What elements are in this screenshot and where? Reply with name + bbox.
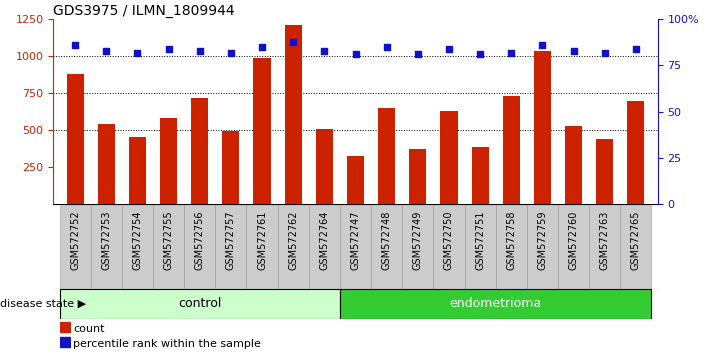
Text: GSM572762: GSM572762 bbox=[288, 210, 298, 270]
Text: GDS3975 / ILMN_1809944: GDS3975 / ILMN_1809944 bbox=[53, 5, 235, 18]
Text: GSM572763: GSM572763 bbox=[599, 210, 610, 270]
Bar bbox=[91, 204, 122, 289]
Bar bbox=[534, 51, 551, 204]
Point bbox=[350, 52, 361, 57]
Bar bbox=[371, 204, 402, 289]
Point bbox=[599, 50, 611, 56]
Text: control: control bbox=[178, 297, 221, 310]
Bar bbox=[60, 337, 71, 348]
Point bbox=[381, 44, 392, 50]
Text: GSM572748: GSM572748 bbox=[382, 210, 392, 270]
Point bbox=[100, 48, 112, 53]
Bar bbox=[129, 137, 146, 204]
Bar bbox=[67, 74, 84, 204]
Point bbox=[506, 50, 517, 56]
Bar bbox=[153, 204, 184, 289]
Bar bbox=[434, 204, 464, 289]
Text: GSM572752: GSM572752 bbox=[70, 210, 80, 270]
Bar bbox=[402, 204, 434, 289]
Text: GSM572751: GSM572751 bbox=[475, 210, 485, 270]
Bar bbox=[471, 147, 488, 204]
Bar bbox=[558, 204, 589, 289]
Bar bbox=[527, 204, 558, 289]
Bar bbox=[309, 204, 340, 289]
Bar bbox=[284, 25, 301, 204]
Bar bbox=[440, 111, 457, 204]
Point bbox=[194, 48, 205, 53]
Bar bbox=[347, 156, 364, 204]
Bar bbox=[565, 126, 582, 204]
Text: GSM572749: GSM572749 bbox=[413, 210, 423, 270]
Text: GSM572765: GSM572765 bbox=[631, 210, 641, 270]
Point bbox=[630, 46, 641, 52]
Text: GSM572761: GSM572761 bbox=[257, 210, 267, 270]
Bar bbox=[464, 204, 496, 289]
Bar bbox=[60, 322, 71, 332]
Bar bbox=[410, 149, 427, 204]
Bar bbox=[378, 108, 395, 204]
Bar bbox=[160, 118, 177, 204]
Bar bbox=[340, 289, 651, 319]
Point bbox=[319, 48, 330, 53]
Bar bbox=[184, 204, 215, 289]
Bar bbox=[496, 204, 527, 289]
Text: count: count bbox=[73, 324, 105, 335]
Point bbox=[537, 42, 548, 48]
Bar bbox=[60, 204, 91, 289]
Bar bbox=[60, 289, 340, 319]
Text: GSM572753: GSM572753 bbox=[101, 210, 112, 270]
Text: GSM572756: GSM572756 bbox=[195, 210, 205, 270]
Bar bbox=[122, 204, 153, 289]
Bar bbox=[596, 139, 614, 204]
Bar bbox=[316, 129, 333, 204]
Bar bbox=[503, 96, 520, 204]
Text: GSM572757: GSM572757 bbox=[226, 210, 236, 270]
Text: GSM572758: GSM572758 bbox=[506, 210, 516, 270]
Text: GSM572764: GSM572764 bbox=[319, 210, 329, 270]
Point bbox=[132, 50, 143, 56]
Point bbox=[287, 39, 299, 44]
Point bbox=[412, 52, 424, 57]
Point bbox=[568, 48, 579, 53]
Text: GSM572755: GSM572755 bbox=[164, 210, 173, 270]
Text: GSM572760: GSM572760 bbox=[569, 210, 579, 270]
Bar bbox=[620, 204, 651, 289]
Text: GSM572750: GSM572750 bbox=[444, 210, 454, 270]
Bar bbox=[340, 204, 371, 289]
Text: GSM572759: GSM572759 bbox=[538, 210, 547, 270]
Point bbox=[443, 46, 454, 52]
Text: GSM572747: GSM572747 bbox=[351, 210, 360, 270]
Bar bbox=[223, 131, 240, 204]
Bar bbox=[97, 124, 115, 204]
Bar bbox=[247, 204, 277, 289]
Bar bbox=[191, 98, 208, 204]
Text: GSM572754: GSM572754 bbox=[132, 210, 142, 270]
Point bbox=[163, 46, 174, 52]
Text: percentile rank within the sample: percentile rank within the sample bbox=[73, 339, 261, 349]
Bar bbox=[627, 101, 644, 204]
Bar bbox=[215, 204, 247, 289]
Text: disease state ▶: disease state ▶ bbox=[0, 298, 86, 309]
Text: endometrioma: endometrioma bbox=[449, 297, 542, 310]
Bar bbox=[254, 58, 271, 204]
Bar bbox=[589, 204, 620, 289]
Point bbox=[225, 50, 237, 56]
Point bbox=[474, 52, 486, 57]
Point bbox=[257, 44, 268, 50]
Point bbox=[70, 42, 81, 48]
Bar bbox=[277, 204, 309, 289]
